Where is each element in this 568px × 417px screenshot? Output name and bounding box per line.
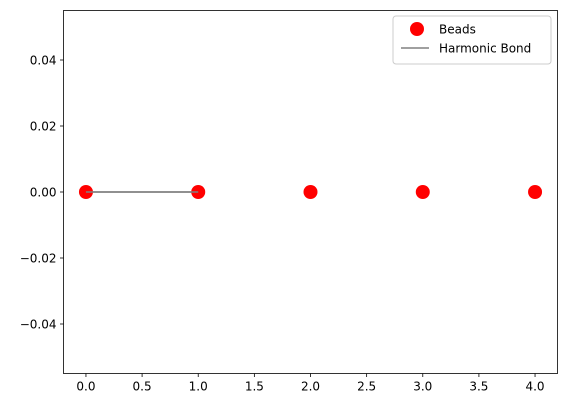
x-tick-label: 3.5 — [469, 380, 488, 394]
legend-box — [392, 15, 552, 65]
y-axis: −0.04 −0.02 0.00 0.02 0.04 — [20, 54, 64, 332]
x-tick-label: 3.0 — [413, 380, 432, 394]
x-tick-label: 1.5 — [245, 380, 264, 394]
x-axis: 0.0 0.5 1.0 1.5 2.0 2.5 3.0 3.5 4.0 — [76, 373, 545, 394]
y-tick-label: 0.04 — [30, 54, 57, 68]
bead-point — [303, 185, 318, 199]
x-tick-label: 0.0 — [76, 380, 95, 394]
legend: Beads Harmonic Bond — [392, 15, 552, 65]
bead-point — [415, 185, 430, 199]
bead-point — [528, 185, 543, 199]
plot-layer — [78, 185, 543, 199]
x-tick-label: 0.5 — [133, 380, 152, 394]
x-tick-label: 1.0 — [189, 380, 208, 394]
legend-harmonic-bond-label: Harmonic Bond — [439, 42, 531, 56]
y-tick-label: 0.00 — [30, 186, 57, 200]
x-tick-label: 4.0 — [525, 380, 544, 394]
y-tick-label: 0.02 — [30, 120, 57, 134]
legend-beads-label: Beads — [439, 23, 476, 37]
x-tick-label: 2.5 — [357, 380, 376, 394]
legend-beads-marker — [410, 22, 424, 36]
y-tick-label: −0.04 — [20, 318, 57, 332]
y-tick-label: −0.02 — [20, 252, 57, 266]
x-tick-label: 2.0 — [301, 380, 320, 394]
